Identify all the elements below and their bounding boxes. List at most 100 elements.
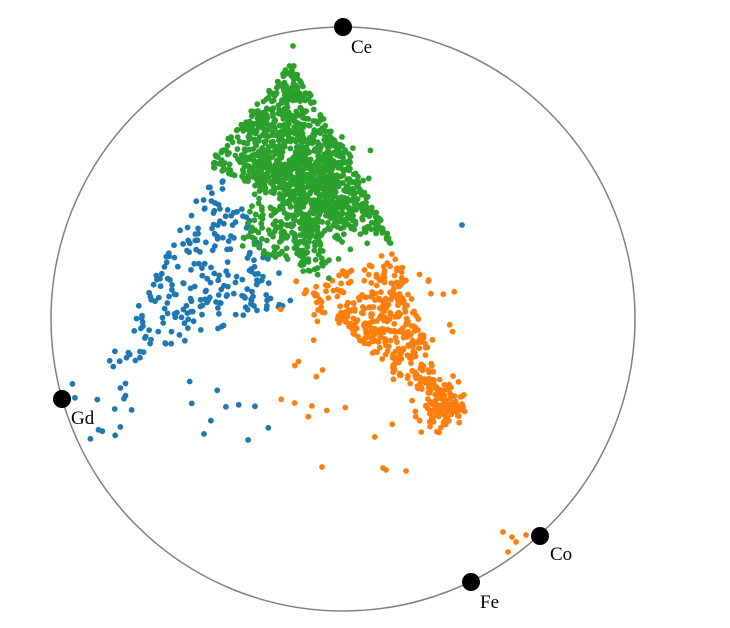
- point-series-3: [164, 310, 171, 317]
- point-series-3: [199, 302, 206, 309]
- point-series-3: [169, 286, 175, 293]
- point-series-3: [69, 381, 76, 387]
- point-series-1: [313, 178, 319, 185]
- point-series-2: [370, 318, 376, 325]
- point-series-2: [330, 287, 337, 294]
- point-series-1: [265, 144, 272, 150]
- point-series-2: [449, 328, 456, 335]
- point-series-1: [320, 126, 327, 133]
- point-series-2: [383, 467, 389, 473]
- point-series-1: [297, 200, 303, 207]
- point-series-2: [407, 380, 414, 387]
- point-series-3: [215, 292, 222, 298]
- point-series-1: [326, 275, 332, 282]
- point-series-1: [326, 257, 332, 264]
- point-series-3: [260, 273, 266, 280]
- point-series-1: [295, 130, 302, 137]
- anchor-dot-co: [531, 527, 549, 545]
- point-series-1: [277, 224, 284, 231]
- point-series-2: [392, 358, 399, 365]
- point-series-1: [306, 122, 313, 129]
- point-series-3: [208, 417, 214, 424]
- point-series-2: [345, 280, 352, 286]
- point-series-3: [184, 224, 191, 231]
- point-series-1: [226, 161, 233, 168]
- point-series-3: [94, 396, 101, 403]
- point-series-3: [180, 306, 187, 313]
- point-series-1: [263, 128, 270, 135]
- point-series-2: [310, 337, 317, 344]
- point-series-1: [239, 125, 246, 132]
- point-series-2: [409, 397, 416, 404]
- point-series-3: [251, 257, 257, 264]
- point-series-3: [215, 305, 221, 311]
- point-series-1: [262, 172, 269, 178]
- point-series-2: [418, 361, 425, 368]
- point-series-2: [361, 294, 368, 300]
- point-series-2: [505, 549, 511, 555]
- point-series-3: [225, 283, 231, 290]
- point-series-2: [365, 340, 372, 347]
- point-series-1: [291, 174, 298, 181]
- point-series-2: [417, 379, 424, 386]
- point-series-3: [186, 378, 193, 385]
- point-series-3: [132, 357, 139, 364]
- point-series-1: [347, 177, 353, 184]
- point-series-1: [276, 239, 283, 245]
- point-series-1: [272, 254, 279, 260]
- point-series-3: [125, 349, 132, 356]
- point-series-1: [260, 98, 267, 105]
- point-series-1: [357, 231, 364, 238]
- point-series-2: [391, 272, 398, 279]
- point-series-1: [239, 243, 246, 249]
- point-series-1: [286, 115, 293, 122]
- point-series-3: [148, 336, 154, 343]
- point-series-2: [356, 297, 363, 303]
- point-series-3: [222, 213, 229, 220]
- point-series-2: [399, 278, 405, 284]
- point-series-2: [309, 403, 315, 409]
- point-series-1: [326, 168, 333, 174]
- point-series-1: [283, 222, 290, 228]
- point-series-3: [159, 314, 166, 321]
- point-series-2: [413, 375, 420, 382]
- point-series-1: [326, 128, 332, 135]
- point-series-1: [240, 159, 247, 166]
- point-series-1: [287, 145, 294, 152]
- point-series-1: [259, 114, 265, 121]
- point-series-1: [307, 225, 314, 232]
- point-series-3: [117, 424, 124, 430]
- point-series-1: [309, 140, 316, 147]
- point-series-1: [383, 236, 390, 242]
- point-series-1: [295, 163, 301, 170]
- point-series-1: [323, 194, 330, 201]
- point-series-1: [301, 237, 307, 244]
- point-series-3: [201, 260, 208, 267]
- point-series-1: [345, 221, 352, 228]
- point-series-1: [281, 143, 288, 150]
- point-series-1: [282, 173, 288, 180]
- point-series-2: [373, 282, 380, 289]
- point-series-1: [314, 161, 320, 168]
- point-series-1: [234, 134, 241, 141]
- point-series-1: [290, 43, 296, 49]
- point-series-2: [425, 277, 432, 283]
- point-series-1: [294, 170, 301, 176]
- point-series-3: [128, 407, 135, 413]
- point-series-1: [214, 154, 221, 161]
- point-series-2: [440, 291, 447, 298]
- point-series-1: [300, 219, 306, 226]
- point-series-2: [325, 295, 332, 301]
- point-series-3: [249, 288, 255, 295]
- point-series-1: [263, 153, 270, 159]
- point-series-1: [276, 191, 283, 197]
- point-series-1: [323, 206, 330, 212]
- point-series-3: [188, 400, 195, 407]
- point-series-2: [319, 367, 326, 373]
- point-series-1: [247, 208, 253, 215]
- point-series-2: [319, 464, 325, 470]
- point-series-2: [395, 345, 402, 352]
- point-series-2: [387, 310, 394, 316]
- point-series-1: [307, 156, 314, 163]
- point-series-1: [314, 265, 321, 271]
